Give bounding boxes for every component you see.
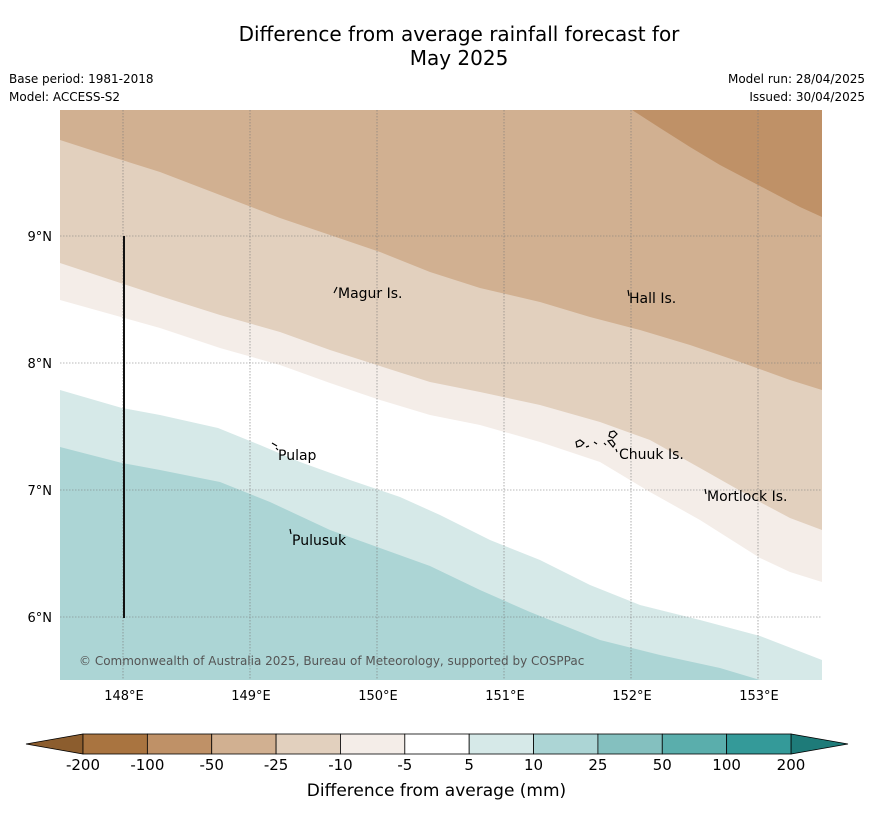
colorbar-under-arrow <box>25 733 84 755</box>
island-outlines <box>271 286 707 535</box>
run-info: Model run: 28/04/2025 Issued: 30/04/2025 <box>728 70 865 106</box>
pulusuk-island-marker <box>289 528 292 535</box>
colorbar-tick-6: 5 <box>464 756 474 774</box>
colorbar-tick-1: -100 <box>130 756 165 774</box>
title-line-1: Difference from average rainfall forecas… <box>238 22 680 46</box>
lon-label-152e: 152°E <box>612 689 652 704</box>
contour-layers <box>60 110 822 680</box>
colorbar-swatch-5 <box>404 733 470 755</box>
place-label-mortlock: Mortlock Is. <box>707 489 787 505</box>
model-text: Model: ACCESS-S2 <box>9 90 121 104</box>
copyright-notice: © Commonwealth of Australia 2025, Bureau… <box>79 654 584 668</box>
colorbar-swatch-1 <box>146 733 213 755</box>
colorbar-tick-0: -200 <box>65 756 101 774</box>
colorbar-swatch-2 <box>211 733 277 755</box>
hall-island-marker <box>627 289 630 297</box>
title-line-2: May 2025 <box>409 46 509 70</box>
band-minus-25 <box>60 110 822 390</box>
colorbar-swatch-7 <box>533 733 599 755</box>
model-info: Base period: 1981-2018 Model: ACCESS-S2 <box>9 70 154 106</box>
band-plus-10 <box>60 447 760 680</box>
colorbar-tick-7: 10 <box>523 756 544 774</box>
lat-label-8n: 8°N <box>28 357 53 372</box>
colorbar-swatch-10 <box>726 733 792 755</box>
lon-label-148e: 148°E <box>104 689 144 704</box>
place-label-pulusuk: Pulusuk <box>292 533 347 549</box>
lat-label-9n: 9°N <box>28 230 53 245</box>
colorbar-tick-10: 100 <box>712 756 741 774</box>
base-period-text: Base period: 1981-2018 <box>9 72 154 86</box>
lon-label-149e: 149°E <box>231 689 271 704</box>
colorbar-tick-5: -5 <box>397 756 413 774</box>
colorbar-over-arrow <box>790 733 849 755</box>
lat-label-7n: 7°N <box>28 484 53 499</box>
chart-title: Difference from average rainfall forecas… <box>0 22 873 70</box>
pulap-island-marker <box>271 442 279 451</box>
mortlock-island-marker <box>704 488 707 495</box>
colorbar <box>25 733 849 755</box>
place-label-chuuk: Chuuk Is. <box>619 447 684 463</box>
lon-label-151e: 151°E <box>485 689 525 704</box>
colorbar-tick-3: -25 <box>263 756 289 774</box>
place-label-pulap: Pulap <box>278 448 317 464</box>
colorbar-swatch-4 <box>340 733 406 755</box>
colorbar-tick-2: -50 <box>199 756 224 774</box>
colorbar-tick-8: 25 <box>588 756 608 774</box>
lon-label-153e: 153°E <box>739 689 779 704</box>
colorbar-tick-11: 200 <box>776 756 806 774</box>
colorbar-swatch-3 <box>275 733 341 755</box>
lat-label-6n: 6°N <box>28 611 53 626</box>
colorbar-swatch-9 <box>661 733 728 755</box>
colorbar-swatch-0 <box>82 733 148 755</box>
colorbar-tick-9: 50 <box>652 756 672 774</box>
magur-island-marker <box>333 286 338 294</box>
colorbar-swatch-8 <box>597 733 663 755</box>
chuuk-lagoon-outline <box>575 430 618 453</box>
colorbar-tick-4: -10 <box>328 756 353 774</box>
lon-label-150e: 150°E <box>358 689 398 704</box>
issued-text: Issued: 30/04/2025 <box>749 90 865 104</box>
colorbar-title: Difference from average (mm) <box>306 781 567 801</box>
model-run-text: Model run: 28/04/2025 <box>727 72 865 86</box>
place-label-hall: Hall Is. <box>629 291 676 307</box>
place-label-magur: Magur Is. <box>338 286 403 302</box>
colorbar-swatch-6 <box>468 733 534 755</box>
band-minus-50 <box>632 110 822 217</box>
